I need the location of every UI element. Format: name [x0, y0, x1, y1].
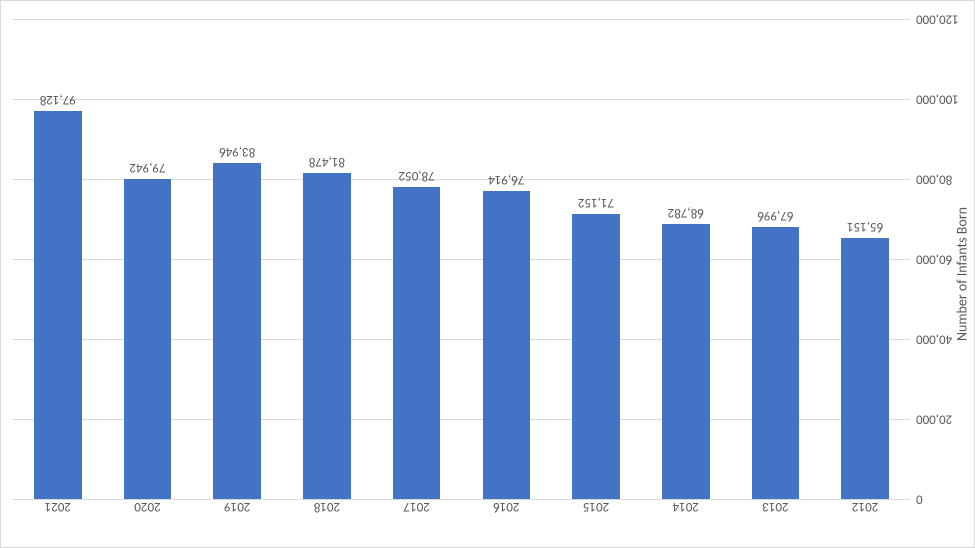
bar: [393, 187, 441, 499]
bar-value-label: 71,152: [551, 195, 641, 210]
bar: [34, 111, 82, 500]
y-axis-title: Number of Infants Born: [954, 207, 971, 341]
y-tick-label: 20,000: [916, 412, 966, 427]
bar-slot: 68,7822014: [641, 19, 731, 499]
bar-slot: 97,1282021: [13, 19, 103, 499]
bar-value-label: 67,996: [731, 208, 821, 223]
chart-container: Number of Infants Born 020,00040,00060,0…: [0, 0, 975, 548]
bar: [662, 224, 710, 499]
bar: [124, 179, 172, 499]
x-tick-label: 2021: [13, 499, 103, 520]
x-tick-label: 2018: [282, 499, 372, 520]
y-tick-label: 120,000: [916, 12, 966, 27]
bar-slot: 67,9962013: [731, 19, 821, 499]
bar-value-label: 97,128: [13, 92, 103, 107]
bar: [572, 214, 620, 499]
bar-slot: 71,1522015: [551, 19, 641, 499]
y-tick-label: 0: [916, 492, 966, 507]
bar-value-label: 83,946: [192, 144, 282, 159]
y-tick-label: 100,000: [916, 91, 966, 106]
bar-slot: 83,9462019: [192, 19, 282, 499]
x-tick-label: 2013: [731, 499, 821, 520]
x-tick-label: 2020: [103, 499, 193, 520]
bar: [213, 163, 261, 499]
bar-slot: 81,4782018: [282, 19, 372, 499]
bars-row: 65,151201267,996201368,782201471,1522015…: [13, 19, 910, 499]
y-tick-label: 60,000: [916, 252, 966, 267]
bar: [752, 227, 800, 499]
bar-value-label: 68,782: [641, 205, 731, 220]
y-tick-label: 40,000: [916, 331, 966, 346]
bar-value-label: 78,052: [372, 168, 462, 183]
bar: [303, 173, 351, 499]
x-tick-label: 2016: [461, 499, 551, 520]
bar: [483, 191, 531, 499]
bar-value-label: 76,914: [461, 172, 551, 187]
bar: [841, 238, 889, 499]
x-tick-label: 2012: [820, 499, 910, 520]
bar-slot: 65,1512012: [820, 19, 910, 499]
plot-area: 020,00040,00060,00080,000100,000120,000 …: [13, 19, 910, 499]
bar-value-label: 65,151: [820, 219, 910, 234]
bar-slot: 76,9142016: [461, 19, 551, 499]
bar-slot: 79,9422020: [103, 19, 193, 499]
y-tick-label: 80,000: [916, 171, 966, 186]
bar-slot: 78,0522017: [372, 19, 462, 499]
bar-value-label: 79,942: [103, 160, 193, 175]
bar-value-label: 81,478: [282, 154, 372, 169]
x-tick-label: 2014: [641, 499, 731, 520]
x-tick-label: 2019: [192, 499, 282, 520]
x-tick-label: 2017: [372, 499, 462, 520]
x-tick-label: 2015: [551, 499, 641, 520]
